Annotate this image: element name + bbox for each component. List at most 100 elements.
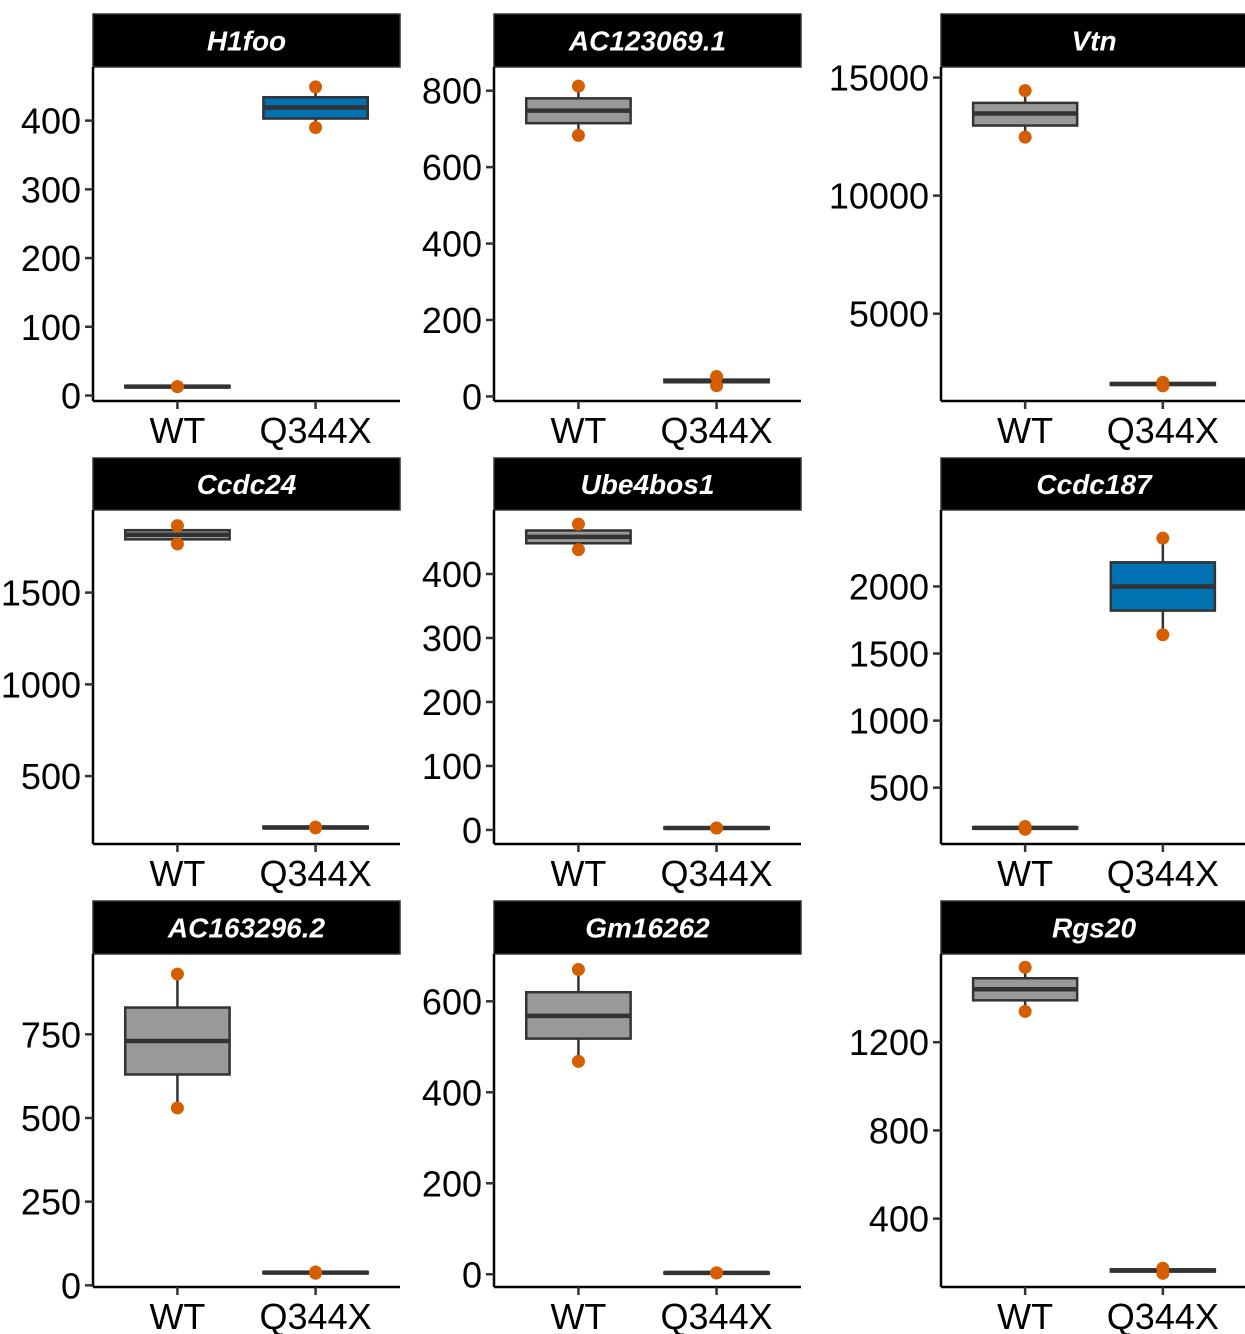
data-point xyxy=(571,1054,585,1068)
x-tick-label: WT xyxy=(550,410,606,451)
y-tick-label: 0 xyxy=(61,376,81,417)
data-point xyxy=(1018,84,1032,98)
y-tick-label: 0 xyxy=(462,1254,482,1295)
box-wt xyxy=(524,86,632,136)
y-tick-label: 200 xyxy=(422,1163,482,1204)
data-point xyxy=(309,120,323,134)
y-tick-label: 200 xyxy=(422,682,482,723)
facet-title: AC163296.2 xyxy=(167,913,326,944)
data-point xyxy=(710,379,724,393)
facet-title: AC123069.1 xyxy=(568,26,726,57)
y-tick-label: 400 xyxy=(21,101,81,142)
facet-title: Ccdc24 xyxy=(197,469,297,500)
y-tick-label: 750 xyxy=(21,1014,81,1055)
y-tick-label: 600 xyxy=(422,981,482,1022)
data-point xyxy=(710,370,724,384)
y-tick-label: 600 xyxy=(422,147,482,188)
facet-title: Ube4bos1 xyxy=(581,469,715,500)
y-tick-label: 5000 xyxy=(849,294,929,335)
y-tick-label: 300 xyxy=(21,169,81,210)
box-wt xyxy=(971,90,1079,138)
y-tick-label: 250 xyxy=(21,1182,81,1223)
x-tick-label: Q344X xyxy=(1107,853,1219,894)
y-tick-label: 200 xyxy=(422,300,482,341)
y-tick-label: 10000 xyxy=(829,176,929,217)
data-point xyxy=(1018,130,1032,144)
x-tick-label: WT xyxy=(149,853,205,894)
facet-panel-2: AC123069.1 0 200 400 600 800 WT Q344X xyxy=(422,13,802,451)
x-tick-label: WT xyxy=(550,853,606,894)
facet-panel-5: Ube4bos1 0 100 200 300 400 WT Q344X xyxy=(422,457,802,894)
data-point xyxy=(710,821,724,835)
box-wt xyxy=(123,974,231,1108)
x-tick-label: Q344X xyxy=(661,1296,773,1334)
facet-panel-9: Rgs20 400 800 1200 WT Q344X xyxy=(849,900,1245,1334)
x-tick-label: WT xyxy=(997,1296,1053,1334)
facet-title: Rgs20 xyxy=(1052,913,1136,944)
facet-strip xyxy=(493,900,802,955)
data-point xyxy=(170,967,184,981)
box-wt xyxy=(971,967,1079,1012)
x-tick-label: WT xyxy=(149,1296,205,1334)
data-point xyxy=(1156,531,1170,545)
x-tick-label: Q344X xyxy=(260,410,372,451)
data-point xyxy=(170,519,184,533)
facet-panel-7: AC163296.2 0 250 500 750 WT Q344X xyxy=(21,900,401,1334)
x-tick-label: Q344X xyxy=(1107,1296,1219,1334)
x-tick-label: Q344X xyxy=(260,853,372,894)
y-tick-label: 500 xyxy=(869,768,929,809)
x-tick-label: Q344X xyxy=(661,853,773,894)
facet-strip xyxy=(92,900,401,955)
facet-strip xyxy=(940,13,1245,68)
x-tick-label: Q344X xyxy=(661,410,773,451)
facet-panel-1: H1foo 0 100 200 300 400 WT Q344X xyxy=(21,13,401,451)
facet-strip xyxy=(92,457,401,511)
x-tick-label: WT xyxy=(997,853,1053,894)
y-tick-label: 400 xyxy=(869,1199,929,1240)
y-tick-label: 1500 xyxy=(1,573,81,614)
data-point xyxy=(571,517,585,531)
x-tick-label: WT xyxy=(997,410,1053,451)
y-tick-label: 1000 xyxy=(849,701,929,742)
data-point xyxy=(710,1266,724,1280)
y-tick-label: 100 xyxy=(21,307,81,348)
data-point xyxy=(1018,1004,1032,1018)
y-tick-label: 0 xyxy=(462,810,482,851)
y-tick-label: 15000 xyxy=(829,58,929,99)
y-tick-label: 400 xyxy=(422,224,482,265)
y-tick-label: 400 xyxy=(422,1072,482,1113)
data-point xyxy=(309,80,323,94)
data-point xyxy=(571,962,585,976)
y-tick-label: 1500 xyxy=(849,634,929,675)
data-point xyxy=(1018,960,1032,974)
y-tick-label: 0 xyxy=(462,376,482,417)
box-q344x xyxy=(1109,538,1217,635)
facet-strip xyxy=(940,457,1245,511)
y-tick-label: 800 xyxy=(869,1110,929,1151)
y-tick-label: 100 xyxy=(422,746,482,787)
data-point xyxy=(170,537,184,551)
y-tick-label: 400 xyxy=(422,554,482,595)
facet-strip xyxy=(493,457,802,511)
y-tick-label: 0 xyxy=(61,1265,81,1306)
y-tick-label: 1000 xyxy=(1,664,81,705)
y-tick-label: 500 xyxy=(21,756,81,797)
facet-title: Gm16262 xyxy=(585,913,710,944)
data-point xyxy=(1018,820,1032,834)
data-point xyxy=(309,1265,323,1279)
data-point xyxy=(1156,375,1170,389)
facet-title: Ccdc187 xyxy=(1036,469,1153,500)
data-point xyxy=(1156,1261,1170,1275)
data-point xyxy=(571,543,585,557)
data-point xyxy=(170,1101,184,1115)
data-point xyxy=(170,380,184,394)
facet-title: H1foo xyxy=(207,26,286,57)
data-point xyxy=(1156,628,1170,642)
y-tick-label: 1200 xyxy=(849,1022,929,1063)
y-tick-label: 200 xyxy=(21,238,81,279)
facet-strip xyxy=(92,13,401,68)
x-tick-label: Q344X xyxy=(1107,410,1219,451)
facet-title: Vtn xyxy=(1071,26,1116,57)
x-tick-label: WT xyxy=(149,410,205,451)
